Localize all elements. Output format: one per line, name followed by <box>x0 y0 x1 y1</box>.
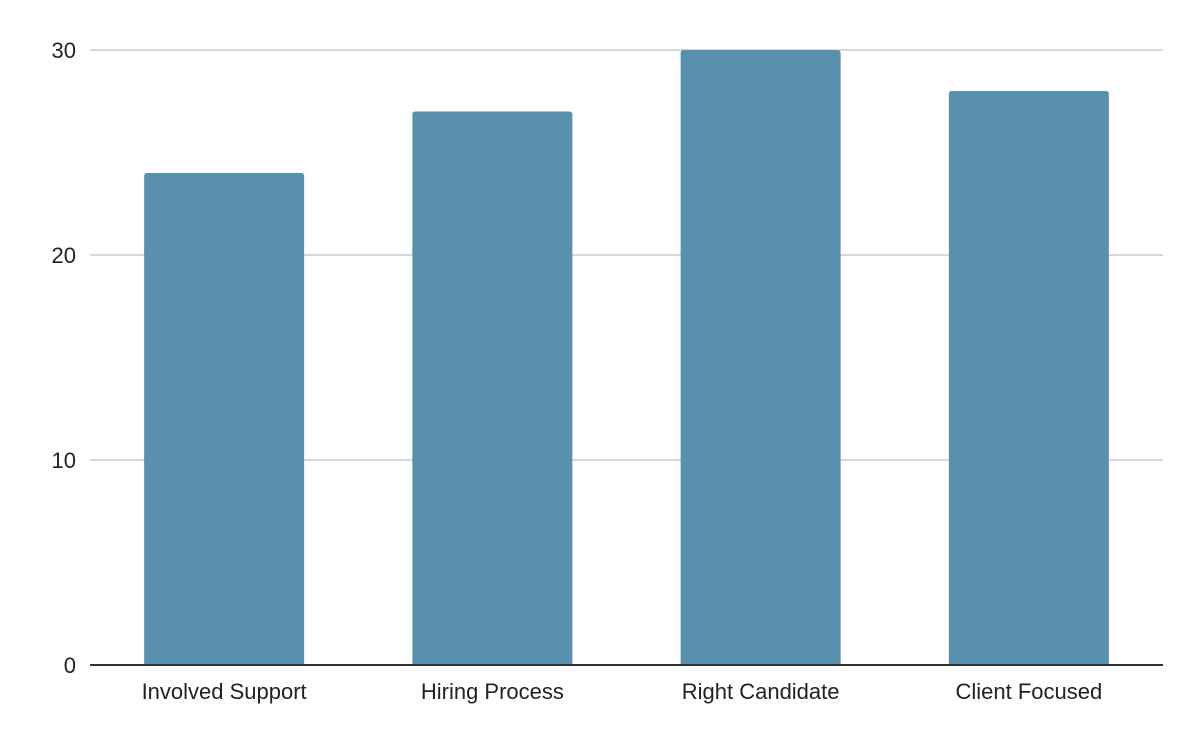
bars <box>144 50 1109 665</box>
bar-client-focused <box>948 91 1109 665</box>
y-axis-tick-labels: 0 10 20 30 <box>52 38 76 678</box>
y-tick-label: 30 <box>52 38 76 63</box>
x-category-label: Involved Support <box>142 679 307 704</box>
x-category-label: Right Candidate <box>682 679 840 704</box>
bar-hiring-process <box>412 111 573 665</box>
x-category-label: Client Focused <box>956 679 1103 704</box>
y-tick-label: 10 <box>52 448 76 473</box>
x-axis-category-labels: Involved Support Hiring Process Right Cand… <box>142 679 1103 704</box>
bar-right-candidate <box>680 50 841 665</box>
y-tick-label: 20 <box>52 243 76 268</box>
x-category-label: Hiring Process <box>421 679 564 704</box>
bar-involved-support <box>144 173 305 665</box>
y-tick-label: 0 <box>64 653 76 678</box>
